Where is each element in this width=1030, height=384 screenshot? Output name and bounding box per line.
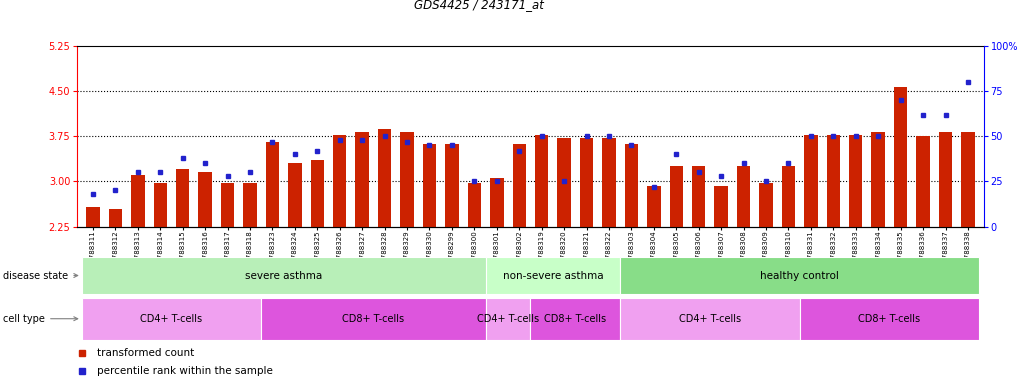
Bar xyxy=(445,144,458,227)
Bar xyxy=(603,137,616,227)
Bar xyxy=(736,166,750,227)
Text: transformed count: transformed count xyxy=(97,348,195,358)
Bar xyxy=(624,144,639,227)
Bar xyxy=(557,137,571,227)
Bar xyxy=(692,166,706,227)
Bar xyxy=(513,144,526,227)
Bar xyxy=(333,135,346,227)
Bar xyxy=(81,257,485,294)
Bar xyxy=(131,175,144,227)
Text: severe asthma: severe asthma xyxy=(245,270,322,281)
Text: healthy control: healthy control xyxy=(760,270,839,281)
Text: CD8+ T-cells: CD8+ T-cells xyxy=(544,314,607,324)
Bar xyxy=(871,132,885,227)
Bar xyxy=(243,183,256,227)
Bar xyxy=(620,298,799,340)
Bar xyxy=(220,183,234,227)
Text: GDS4425 / 243171_at: GDS4425 / 243171_at xyxy=(414,0,544,12)
Bar xyxy=(485,298,530,340)
Bar xyxy=(580,137,593,227)
Bar xyxy=(468,183,481,227)
Text: CD4+ T-cells: CD4+ T-cells xyxy=(679,314,741,324)
Bar xyxy=(81,298,262,340)
Bar xyxy=(647,186,660,227)
Bar xyxy=(894,87,907,227)
Bar xyxy=(485,257,620,294)
Bar xyxy=(535,135,548,227)
Text: disease state: disease state xyxy=(3,270,77,281)
Bar xyxy=(401,132,414,227)
Bar xyxy=(715,186,728,227)
Bar xyxy=(799,298,980,340)
Bar xyxy=(620,257,980,294)
Bar xyxy=(670,166,683,227)
Bar xyxy=(849,135,862,227)
Bar xyxy=(490,179,504,227)
Bar xyxy=(938,132,953,227)
Text: non-severe asthma: non-severe asthma xyxy=(503,270,604,281)
Text: CD8+ T-cells: CD8+ T-cells xyxy=(342,314,405,324)
Bar xyxy=(530,298,620,340)
Bar xyxy=(782,166,795,227)
Bar xyxy=(87,207,100,227)
Text: CD4+ T-cells: CD4+ T-cells xyxy=(140,314,203,324)
Bar xyxy=(355,132,369,227)
Bar xyxy=(422,144,437,227)
Bar xyxy=(917,136,930,227)
Bar xyxy=(804,135,818,227)
Bar xyxy=(288,164,302,227)
Text: cell type: cell type xyxy=(3,314,77,324)
Bar xyxy=(262,298,485,340)
Bar xyxy=(199,172,212,227)
Bar xyxy=(153,183,167,227)
Bar xyxy=(311,161,324,227)
Text: percentile rank within the sample: percentile rank within the sample xyxy=(97,366,273,376)
Bar xyxy=(266,142,279,227)
Bar xyxy=(108,209,123,227)
Bar xyxy=(827,135,840,227)
Bar xyxy=(759,183,772,227)
Bar xyxy=(961,132,974,227)
Text: CD4+ T-cells: CD4+ T-cells xyxy=(477,314,539,324)
Text: CD8+ T-cells: CD8+ T-cells xyxy=(858,314,921,324)
Bar xyxy=(176,169,190,227)
Bar xyxy=(378,129,391,227)
